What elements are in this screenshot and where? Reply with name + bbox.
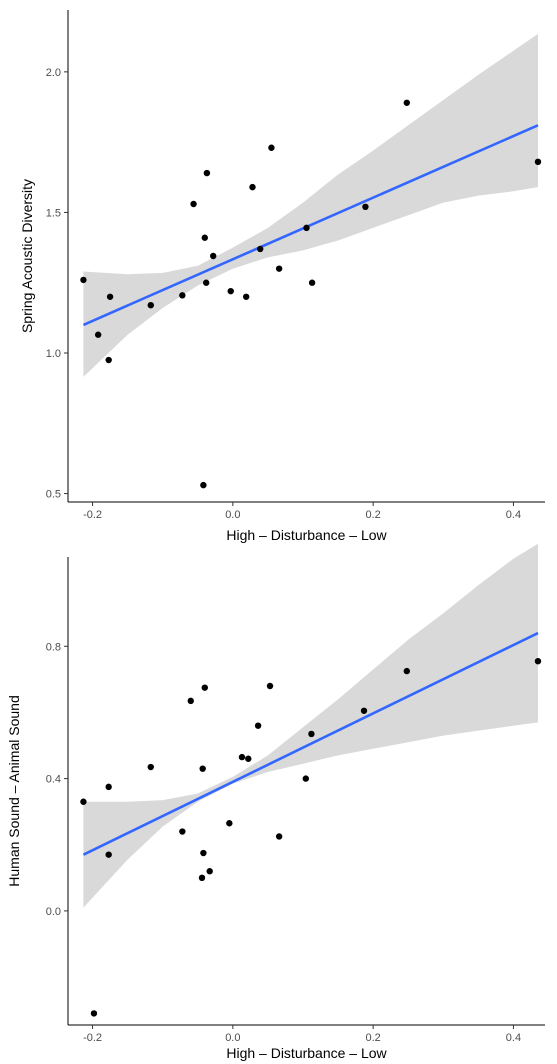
x-tick-label: 0.0 bbox=[225, 509, 240, 521]
data-point bbox=[203, 169, 211, 177]
y-tick-label: 0.8 bbox=[46, 641, 61, 653]
data-point bbox=[106, 293, 114, 300]
data-point bbox=[534, 158, 542, 166]
y-tick-label: 2.0 bbox=[46, 67, 61, 79]
data-point bbox=[227, 287, 234, 295]
human-animal-sound-chart: -0.2 0.0 0.2 0.4 0.0 0.4 0.8 High – Disturbanc… bbox=[6, 543, 545, 1061]
confidence-band bbox=[83, 543, 539, 908]
data-point bbox=[275, 265, 283, 272]
acoustic-diversity-chart: -0.2 0.0 0.2 0.4 0.5 1.0 1.5 2.0 High – Disturb… bbox=[19, 10, 545, 543]
x-axis-title: High – Disturbance – Low bbox=[226, 527, 387, 543]
data-point bbox=[190, 200, 197, 208]
data-point bbox=[179, 292, 186, 299]
tick-marks: -0.2 0.0 0.2 0.4 0.0 0.4 0.8 bbox=[46, 641, 521, 1044]
y-axis-title: Human Sound – Animal Sound bbox=[6, 695, 22, 886]
confidence-band-area bbox=[83, 33, 539, 377]
data-point bbox=[105, 851, 112, 858]
y-tick-label: 0.5 bbox=[46, 489, 61, 501]
y-tick-label: 1.0 bbox=[46, 348, 61, 360]
x-tick-label: 0.4 bbox=[506, 1032, 521, 1044]
data-point bbox=[80, 798, 87, 805]
tick-marks: -0.2 0.0 0.2 0.4 0.5 1.0 1.5 2.0 bbox=[46, 67, 521, 521]
data-point bbox=[403, 99, 411, 106]
data-point bbox=[94, 331, 102, 338]
data-point bbox=[254, 722, 262, 729]
data-point bbox=[80, 276, 87, 284]
x-tick-label: -0.2 bbox=[83, 1032, 102, 1044]
data-points bbox=[80, 99, 542, 489]
data-point bbox=[534, 657, 542, 665]
data-point bbox=[201, 234, 208, 241]
data-point bbox=[147, 763, 154, 771]
data-point bbox=[242, 293, 250, 300]
fit-line bbox=[82, 124, 539, 327]
x-tick-label: -0.2 bbox=[83, 509, 102, 521]
data-point bbox=[200, 849, 207, 857]
data-point bbox=[308, 730, 315, 738]
data-point bbox=[206, 868, 213, 875]
x-tick-label: 0.2 bbox=[365, 1032, 380, 1044]
data-point bbox=[210, 252, 217, 260]
data-points bbox=[80, 657, 542, 1017]
data-point bbox=[105, 356, 112, 364]
y-axis-title: Spring Acoustic Diversity bbox=[19, 179, 35, 333]
y-tick-label: 1.5 bbox=[46, 207, 61, 219]
data-point bbox=[198, 874, 206, 882]
confidence-band bbox=[83, 33, 539, 377]
data-point bbox=[268, 144, 275, 151]
data-point bbox=[302, 775, 309, 782]
data-point bbox=[147, 302, 154, 309]
data-point bbox=[403, 667, 411, 675]
data-point bbox=[200, 481, 207, 489]
data-point bbox=[275, 833, 283, 840]
x-tick-label: 0.4 bbox=[506, 509, 521, 521]
x-axis-title: High – Disturbance – Low bbox=[226, 1045, 387, 1061]
data-point bbox=[257, 245, 264, 253]
data-point bbox=[187, 697, 194, 705]
data-point bbox=[105, 783, 112, 791]
data-point bbox=[362, 203, 369, 210]
x-tick-label: 0.0 bbox=[225, 1032, 240, 1044]
data-point bbox=[199, 765, 206, 772]
data-point bbox=[266, 682, 274, 690]
data-point bbox=[179, 828, 186, 835]
data-point bbox=[202, 279, 210, 286]
y-tick-label: 0.4 bbox=[46, 774, 61, 786]
confidence-band-area bbox=[83, 543, 539, 908]
axes bbox=[67, 557, 545, 1026]
data-point bbox=[360, 707, 368, 714]
data-point bbox=[238, 753, 246, 761]
data-point bbox=[308, 279, 316, 286]
data-point bbox=[90, 1010, 98, 1017]
data-point bbox=[201, 684, 208, 691]
data-point bbox=[303, 224, 310, 232]
data-point bbox=[249, 183, 256, 191]
x-tick-label: 0.2 bbox=[365, 509, 380, 521]
data-point bbox=[245, 755, 252, 762]
axes bbox=[67, 10, 545, 503]
y-tick-label: 0.0 bbox=[46, 906, 61, 918]
fit-line bbox=[82, 631, 539, 856]
data-point bbox=[226, 820, 233, 827]
regression-line bbox=[82, 124, 539, 327]
regression-line bbox=[82, 631, 539, 856]
